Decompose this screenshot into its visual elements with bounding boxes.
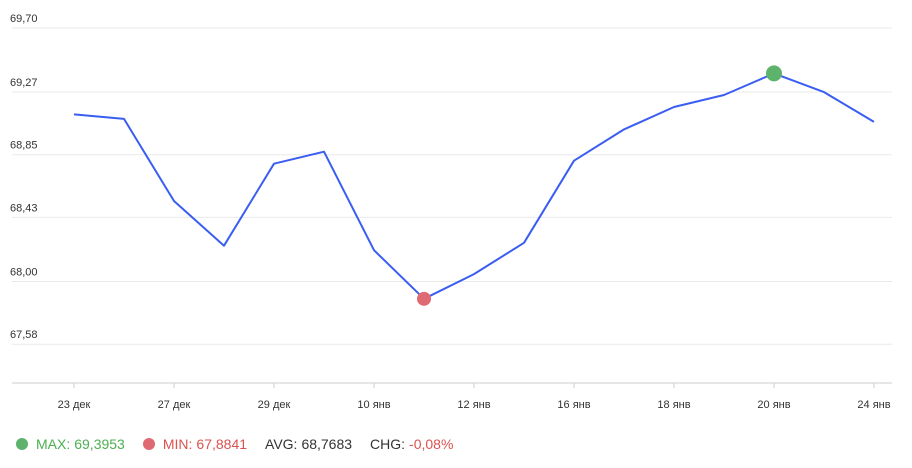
min-label: MIN: <box>162 436 193 452</box>
legend-min: MIN: 67,8841 <box>142 436 247 452</box>
chg-label: CHG: <box>370 436 406 452</box>
y-tick-label: 69,27 <box>10 77 38 89</box>
x-tick-label: 24 янв <box>857 399 890 411</box>
x-tick-label: 10 янв <box>357 399 390 411</box>
x-tick-label: 12 янв <box>457 399 490 411</box>
x-tick-label: 27 дек <box>158 399 191 411</box>
max-dot-icon <box>16 438 28 450</box>
min-dot-icon <box>142 438 155 450</box>
max-label: MAX: <box>36 436 71 452</box>
chg-value: -0,08% <box>409 436 454 452</box>
min-point-marker <box>417 291 431 306</box>
y-axis: 67,58 68,00 68,43 68,85 69,27 69,70 <box>10 13 38 341</box>
y-tick-label: 67,58 <box>10 329 38 341</box>
max-value: 69,3953 <box>74 436 125 452</box>
y-tick-label: 68,85 <box>10 140 38 152</box>
grid-lines <box>12 27 892 345</box>
min-value: 67,8841 <box>196 436 248 452</box>
y-tick-label: 68,00 <box>10 267 38 279</box>
legend-avg: AVG: 68,7683 <box>265 436 352 452</box>
x-tick-label: 29 дек <box>258 399 291 411</box>
max-point-marker <box>766 65 782 82</box>
x-axis: 23 дек 27 дек 29 дек 10 янв 12 янв 16 янв 18 я… <box>12 382 892 411</box>
markers-group <box>417 65 782 306</box>
series-group <box>73 72 875 300</box>
max-text: MAX: 69,3953 <box>36 436 125 452</box>
avg-label: AVG: <box>265 436 298 452</box>
x-tick-label: 16 янв <box>557 399 590 411</box>
series-line <box>73 72 875 300</box>
min-text: MIN: 67,8841 <box>163 436 247 452</box>
x-tick-label: 20 янв <box>757 399 790 411</box>
stats-legend: MAX: 69,3953 MIN: 67,8841 AVG: 68,7683 CHG:… <box>16 432 453 456</box>
y-tick-label: 68,43 <box>10 202 38 214</box>
line-chart: 67,58 68,00 68,43 68,85 69,27 69,70 23 дек 27 … <box>10 13 892 411</box>
x-tick-label: 18 янв <box>657 399 690 411</box>
avg-text: AVG: 68,7683 <box>265 436 352 452</box>
x-tick-label: 23 дек <box>58 399 91 411</box>
y-tick-label: 69,70 <box>10 13 38 25</box>
chg-text: CHG: -0,08% <box>370 436 453 452</box>
legend-max: MAX: 69,3953 <box>16 436 125 452</box>
legend-chg: CHG: -0,08% <box>370 436 453 452</box>
avg-value: 68,7683 <box>301 436 353 452</box>
